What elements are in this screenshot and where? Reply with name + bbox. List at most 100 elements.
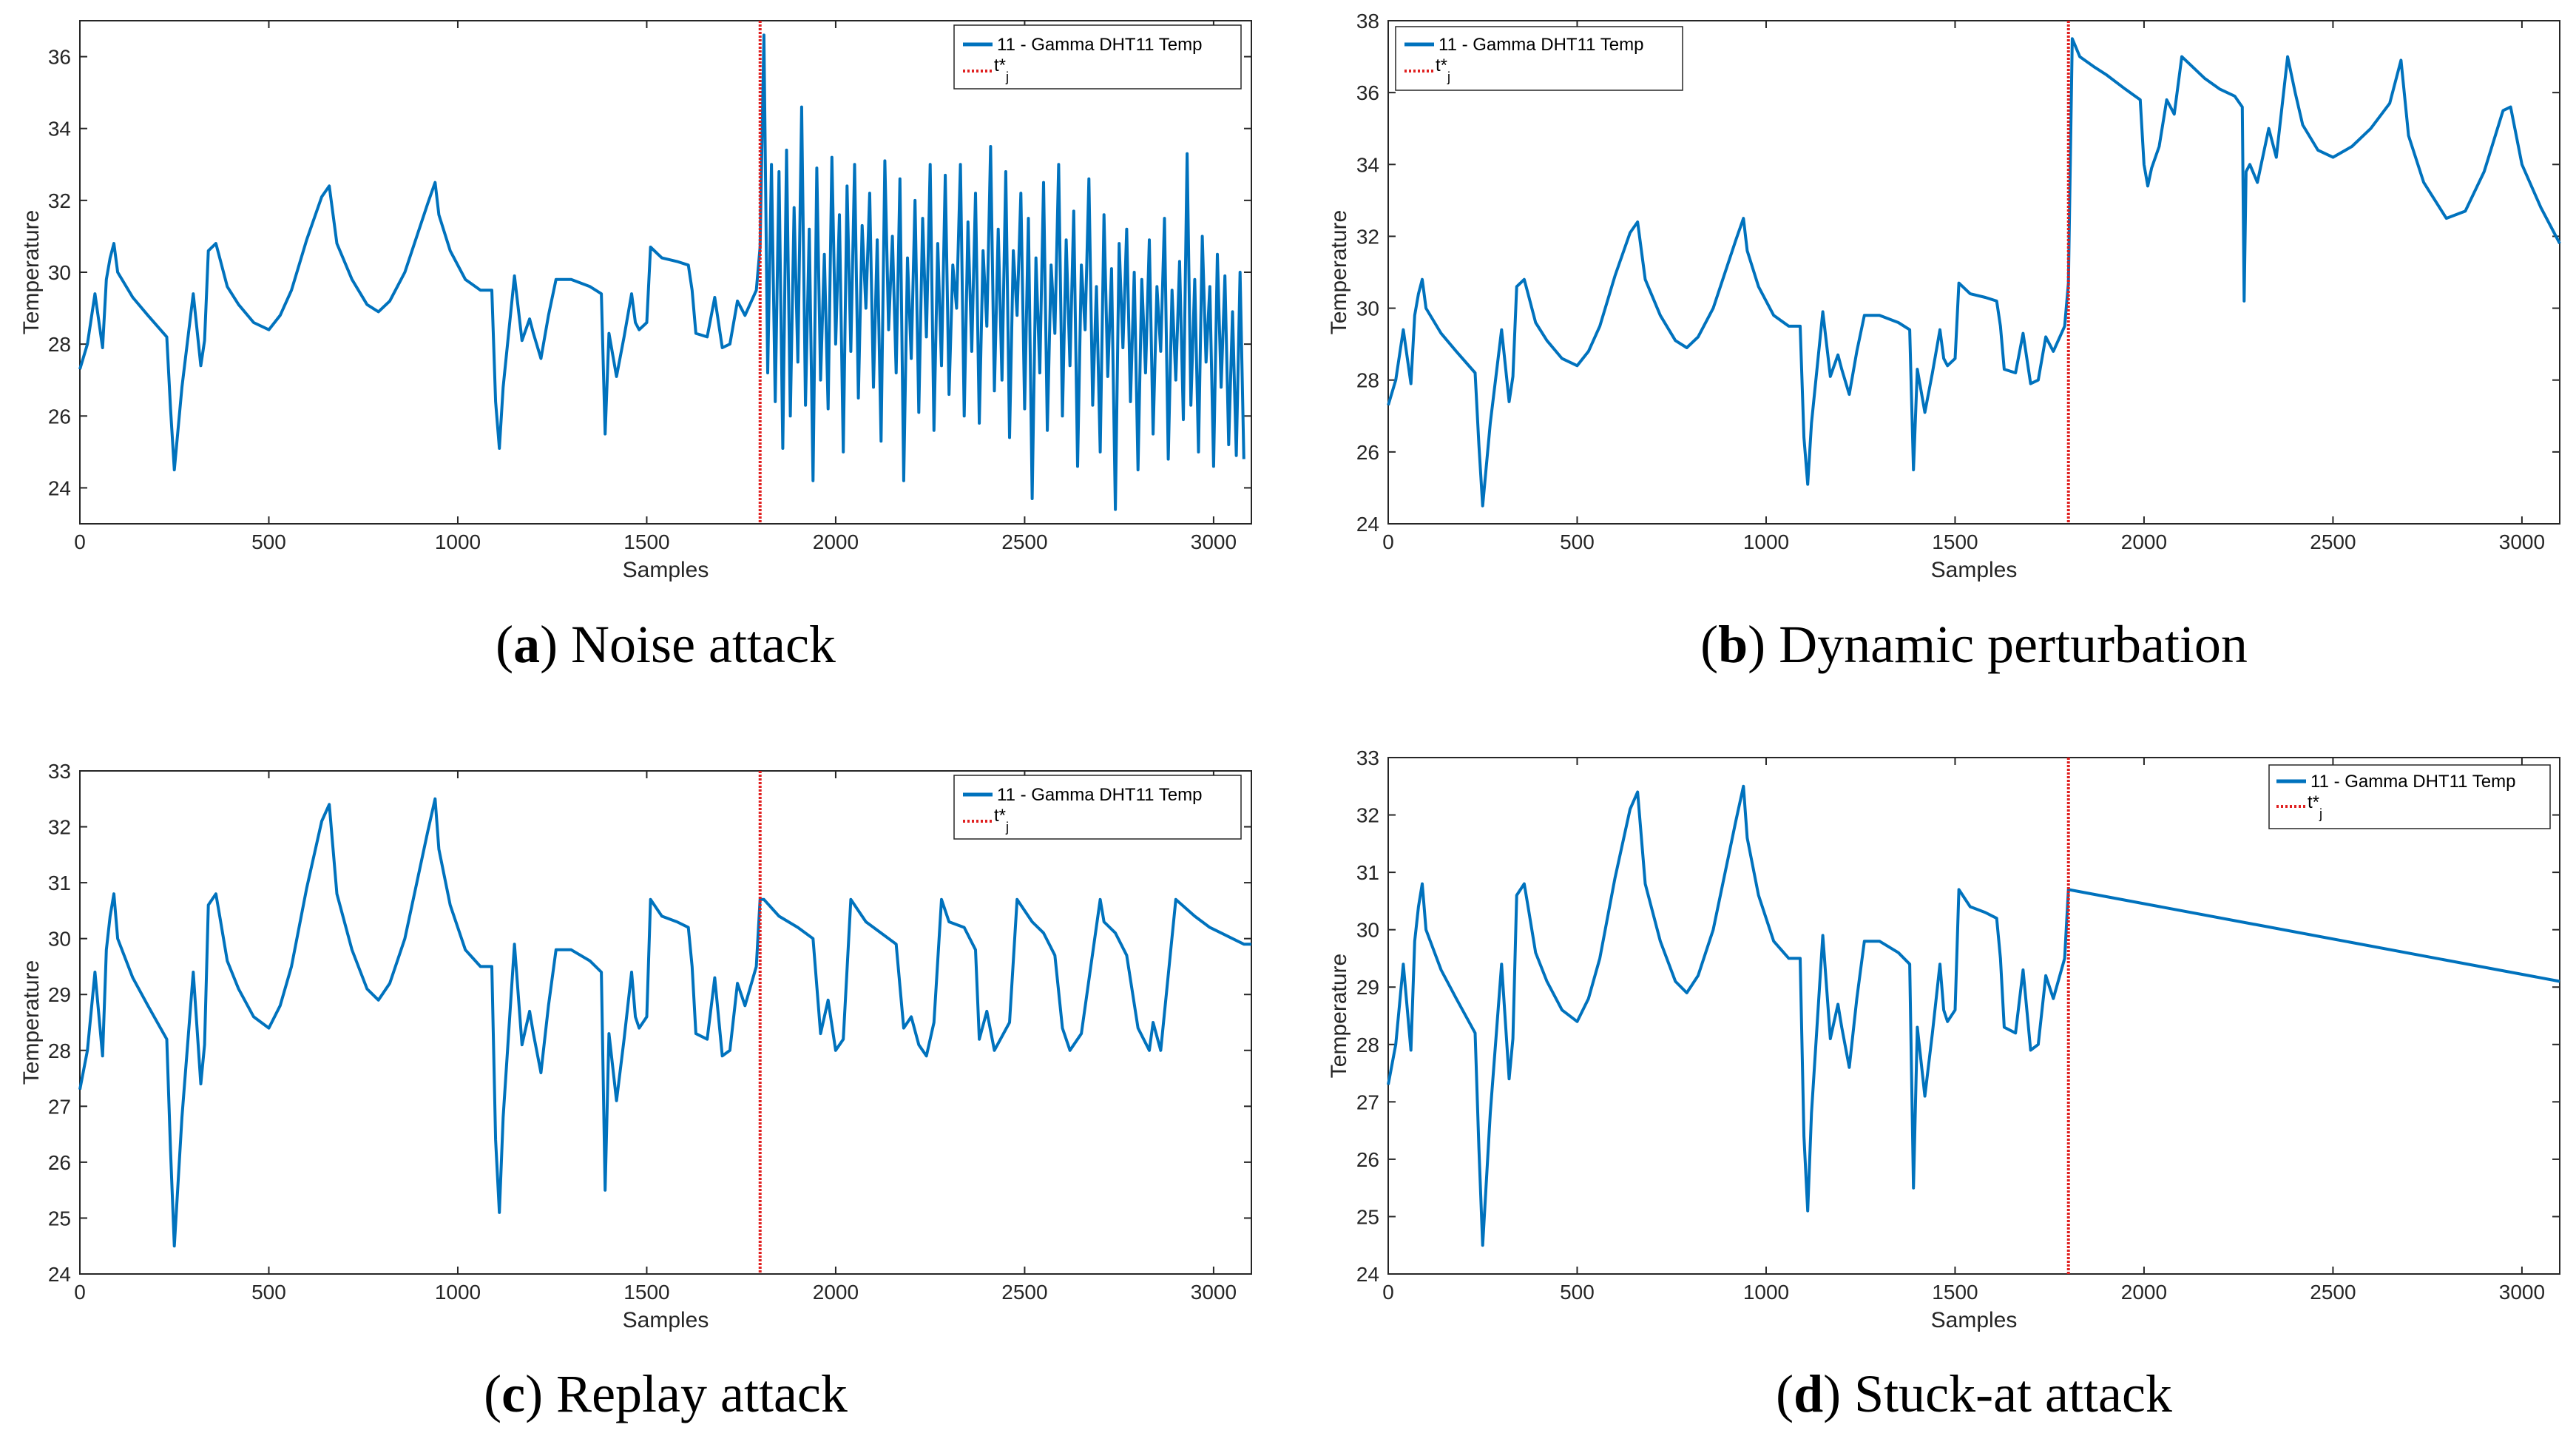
x-tick-group: 0 500 1000 1500 2000 2500 3000 — [1382, 21, 2545, 553]
x-tick-label: 0 — [1382, 1281, 1394, 1304]
y-axis-label: Temperature — [1327, 210, 1351, 334]
x-tick-group: 0 500 1000 1500 2000 2500 3000 — [74, 771, 1237, 1304]
y-tick-label: 30 — [48, 261, 71, 284]
x-tick-group: 0 500 1000 1500 2000 2500 3000 — [74, 21, 1237, 553]
y-tick-group: 24 25 26 27 28 29 30 31 32 33 — [48, 760, 1251, 1286]
legend: 11 - Gamma DHT11 Temp t*j — [1395, 26, 1683, 91]
y-tick-label: 27 — [48, 1095, 71, 1118]
y-tick-label: 32 — [1356, 804, 1379, 827]
y-tick-label: 30 — [1356, 297, 1379, 320]
legend: 11 - Gamma DHT11 Temp t*j — [953, 775, 1242, 840]
y-tick-label: 28 — [1356, 1034, 1379, 1056]
y-tick-label: 31 — [1356, 861, 1379, 884]
x-tick-label: 1000 — [435, 530, 481, 553]
y-tick-label: 26 — [48, 405, 71, 428]
y-tick-group: 24 25 26 27 28 29 30 31 32 33 — [1356, 746, 2560, 1286]
x-tick-label: 2000 — [2121, 530, 2167, 553]
y-tick-label: 34 — [48, 118, 71, 141]
x-tick-label: 500 — [251, 1281, 286, 1304]
x-tick-label: 500 — [1560, 530, 1595, 553]
legend-series-label: 11 - Gamma DHT11 Temp — [1439, 35, 1643, 55]
temperature-series-line — [78, 33, 1245, 511]
x-tick-label: 1500 — [1932, 530, 1978, 553]
panel-b-dynamic-perturbation: 24 26 28 30 32 34 36 38 0 500 1000 1500 2000 2500 300… — [1327, 10, 2561, 674]
y-tick-label: 24 — [1356, 1263, 1379, 1286]
x-tick-label: 0 — [74, 530, 86, 553]
y-tick-label: 38 — [1356, 10, 1379, 33]
x-axis-label: Samples — [1931, 1308, 2018, 1332]
x-tick-label: 2500 — [1001, 530, 1047, 553]
y-tick-label: 26 — [1356, 441, 1379, 464]
y-tick-label: 26 — [1356, 1148, 1379, 1171]
panel-d-stuck-at-attack: 24 25 26 27 28 29 30 31 32 33 0 500 1000 1500 2000 250… — [1327, 746, 2560, 1423]
y-tick-label: 29 — [1356, 976, 1379, 999]
y-tick-group: 24 26 28 30 32 34 36 — [48, 46, 1251, 499]
y-tick-label: 30 — [48, 928, 71, 951]
plot-area — [1387, 757, 2560, 1275]
x-tick-label: 1500 — [1932, 1281, 1978, 1304]
caption: (a) Noise attack — [496, 615, 836, 674]
x-axis-label: Samples — [623, 1308, 709, 1332]
y-axis-label: Temperature — [1327, 954, 1351, 1078]
caption: (b) Dynamic perturbation — [1700, 615, 2248, 674]
y-tick-label: 28 — [48, 1039, 71, 1062]
temperature-series-line — [1387, 784, 2560, 1247]
x-tick-label: 3000 — [2499, 530, 2545, 553]
x-tick-label: 1000 — [435, 1281, 481, 1304]
x-tick-label: 3000 — [1191, 530, 1237, 553]
x-tick-label: 2000 — [813, 530, 859, 553]
legend-box — [953, 775, 1242, 840]
legend-marker-label: t*j — [1436, 55, 1450, 84]
x-tick-label: 500 — [1560, 1281, 1595, 1304]
x-tick-label: 2000 — [813, 1281, 859, 1304]
legend-marker-label: t*j — [994, 55, 1009, 84]
temperature-series-line — [78, 797, 1251, 1248]
y-tick-label: 32 — [1356, 225, 1379, 248]
y-tick-label: 34 — [1356, 153, 1379, 176]
legend-series-label: 11 - Gamma DHT11 Temp — [997, 785, 1202, 805]
x-tick-label: 2500 — [1001, 1281, 1047, 1304]
x-tick-label: 500 — [251, 530, 286, 553]
x-tick-label: 1500 — [623, 530, 669, 553]
x-tick-label: 2000 — [2121, 1281, 2167, 1304]
x-tick-label: 3000 — [1191, 1281, 1237, 1304]
y-tick-label: 30 — [1356, 919, 1379, 942]
x-axis-label: Samples — [623, 558, 709, 582]
legend-series-label: 11 - Gamma DHT11 Temp — [2310, 772, 2515, 792]
legend: 11 - Gamma DHT11 Temp t*j — [2268, 764, 2551, 829]
y-tick-group: 24 26 28 30 32 34 36 38 — [1356, 10, 2560, 536]
y-tick-label: 33 — [1356, 746, 1379, 769]
y-tick-label: 24 — [48, 476, 71, 499]
y-tick-label: 24 — [48, 1263, 71, 1286]
legend-box — [953, 24, 1242, 90]
y-tick-label: 31 — [48, 872, 71, 894]
y-tick-label: 29 — [48, 983, 71, 1006]
legend-marker-label: t*j — [994, 806, 1009, 835]
caption: (d) Stuck-at attack — [1776, 1364, 2172, 1423]
y-tick-label: 36 — [1356, 81, 1379, 104]
x-tick-label: 0 — [74, 1281, 86, 1304]
legend-series-label: 11 - Gamma DHT11 Temp — [997, 35, 1202, 55]
y-tick-label: 24 — [1356, 513, 1379, 536]
legend-marker-label: t*j — [2308, 792, 2322, 821]
legend: 11 - Gamma DHT11 Temp t*j — [953, 24, 1242, 90]
x-tick-label: 2500 — [2310, 1281, 2356, 1304]
y-tick-label: 27 — [1356, 1091, 1379, 1113]
y-tick-label: 33 — [48, 760, 71, 783]
plot-area — [1387, 20, 2560, 525]
y-axis-label: Temperature — [19, 960, 44, 1085]
x-axis-label: Samples — [1931, 558, 2018, 582]
y-axis-label: Temperature — [19, 210, 44, 334]
y-tick-label: 26 — [48, 1151, 71, 1174]
y-tick-label: 36 — [48, 46, 71, 69]
y-tick-label: 32 — [48, 189, 71, 212]
caption: (c) Replay attack — [484, 1364, 848, 1423]
series-group — [1387, 758, 2560, 1274]
y-tick-label: 25 — [1356, 1205, 1379, 1228]
series-group — [78, 21, 1245, 524]
y-tick-label: 28 — [48, 333, 71, 356]
temperature-series-line — [1387, 37, 2561, 508]
legend-box — [1395, 26, 1683, 91]
